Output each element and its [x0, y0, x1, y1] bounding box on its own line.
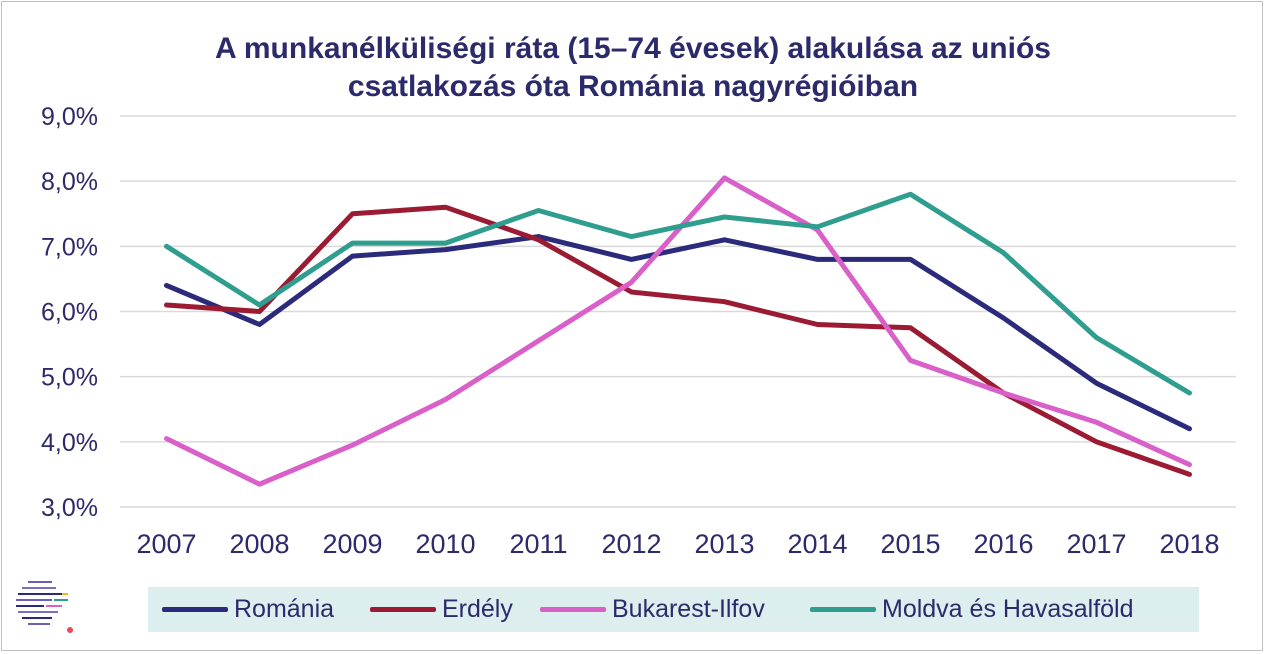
series-line-moldva-es-havasalfold — [164, 191, 1192, 396]
x-tick-label: 2013 — [694, 529, 754, 559]
legend: Románia Erdély Bukarest-Ilfov Moldva és … — [148, 587, 1199, 632]
x-tick-label: 2018 — [1159, 529, 1219, 559]
legend-item-erdely: Erdély — [370, 587, 513, 632]
legend-swatch-moldva-es-havasalfold — [810, 607, 876, 612]
series-line-bukarest-ilfov — [164, 175, 1192, 487]
y-tick-label: 4,0% — [41, 429, 98, 457]
legend-label-erdely: Erdély — [442, 595, 513, 623]
x-tick-label: 2007 — [136, 529, 196, 559]
y-tick-label: 9,0% — [41, 103, 98, 131]
x-tick-label: 2011 — [509, 529, 567, 559]
x-tick-label: 2008 — [229, 529, 289, 559]
x-tick-label: 2012 — [601, 529, 661, 559]
x-tick-label: 2009 — [322, 529, 382, 559]
legend-label-bukarest-ilfov: Bukarest-Ilfov — [612, 595, 765, 623]
legend-swatch-bukarest-ilfov — [540, 607, 606, 612]
y-tick-label: 5,0% — [41, 364, 98, 392]
logo-icon — [16, 581, 73, 633]
y-tick-label: 6,0% — [41, 299, 98, 327]
series-lines — [164, 175, 1192, 487]
chart-title-line-1: A munkanélküliségi ráta (15–74 évesek) a… — [215, 32, 1051, 65]
y-tick-label: 3,0% — [41, 494, 98, 522]
legend-item-bukarest-ilfov: Bukarest-Ilfov — [540, 587, 765, 632]
y-tick-label: 7,0% — [41, 233, 98, 261]
x-tick-label: 2017 — [1066, 529, 1126, 559]
chart-title: A munkanélküliségi ráta (15–74 évesek) a… — [0, 30, 1266, 106]
legend-label-moldva-es-havasalfold: Moldva és Havasalföld — [882, 595, 1134, 623]
x-tick-label: 2010 — [415, 529, 475, 559]
legend-swatch-romania — [162, 607, 228, 612]
series-line-romania — [164, 234, 1192, 432]
chart-title-line-2: csatlakozás óta Románia nagyrégióiban — [347, 70, 919, 103]
y-axis-ticks: 3,0% 4,0% 5,0% 6,0% 7,0% 8,0% 9,0% — [41, 103, 98, 522]
y-tick-label: 8,0% — [41, 168, 98, 196]
legend-item-moldva-es-havasalfold: Moldva és Havasalföld — [810, 587, 1134, 632]
legend-item-romania: Románia — [162, 587, 334, 632]
x-tick-label: 2015 — [880, 529, 940, 559]
legend-swatch-erdely — [370, 607, 436, 612]
x-axis-ticks: 2007 2008 2009 2010 2011 2012 2013 2014 2015 2016… — [136, 529, 1219, 559]
x-tick-label: 2016 — [973, 529, 1033, 559]
gridlines — [120, 115, 1236, 508]
series-line-erdely — [164, 204, 1192, 477]
legend-label-romania: Románia — [234, 595, 335, 623]
x-tick-label: 2014 — [787, 529, 847, 559]
